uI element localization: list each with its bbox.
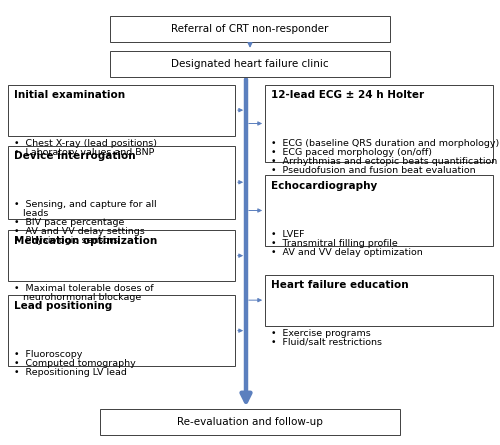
Text: Heart failure education: Heart failure education <box>271 280 408 290</box>
Text: Referral of CRT non-responder: Referral of CRT non-responder <box>172 24 328 34</box>
Text: •  Computed tomography: • Computed tomography <box>14 359 135 368</box>
Text: •  ECG paced morphology (on/off): • ECG paced morphology (on/off) <box>271 148 432 157</box>
Text: Device interrogation: Device interrogation <box>14 151 135 161</box>
Text: Medication optimization: Medication optimization <box>14 236 157 246</box>
Text: •  ECG (baseline QRS duration and morphology): • ECG (baseline QRS duration and morphol… <box>271 139 499 148</box>
Text: 12-lead ECG ± 24 h Holter: 12-lead ECG ± 24 h Holter <box>271 90 424 100</box>
FancyBboxPatch shape <box>265 85 492 162</box>
Text: •  Pseudofusion and fusion beat evaluation: • Pseudofusion and fusion beat evaluatio… <box>271 166 476 174</box>
FancyBboxPatch shape <box>265 275 492 326</box>
Text: Designated heart failure clinic: Designated heart failure clinic <box>171 59 329 69</box>
Text: •  Maximal tolerable doses of: • Maximal tolerable doses of <box>14 284 153 293</box>
Text: •  Transmitral filling profile: • Transmitral filling profile <box>271 239 398 247</box>
Text: •  Physiologic sensors: • Physiologic sensors <box>14 235 118 244</box>
Text: •  BIV pace percentage: • BIV pace percentage <box>14 218 124 227</box>
Text: •  Fluoroscopy: • Fluoroscopy <box>14 350 82 359</box>
Text: •  AV and VV delay settings: • AV and VV delay settings <box>14 227 144 235</box>
Text: •  Sensing, and capture for all: • Sensing, and capture for all <box>14 200 156 209</box>
Text: •  AV and VV delay optimization: • AV and VV delay optimization <box>271 247 423 256</box>
Text: •  Chest X-ray (lead positions): • Chest X-ray (lead positions) <box>14 139 156 148</box>
FancyBboxPatch shape <box>8 146 235 219</box>
Text: •  Fluid/salt restrictions: • Fluid/salt restrictions <box>271 338 382 347</box>
FancyBboxPatch shape <box>8 295 235 366</box>
FancyBboxPatch shape <box>8 230 235 281</box>
Text: neurohormonal blockage: neurohormonal blockage <box>14 293 141 302</box>
Text: •  Arrhythmias and ectopic beats quantification: • Arrhythmias and ectopic beats quantifi… <box>271 157 497 166</box>
Text: Echocardiography: Echocardiography <box>271 181 378 191</box>
Text: leads: leads <box>14 209 48 218</box>
Text: •  Exercise programs: • Exercise programs <box>271 329 371 338</box>
FancyBboxPatch shape <box>110 16 390 42</box>
FancyBboxPatch shape <box>8 85 235 136</box>
FancyBboxPatch shape <box>265 175 492 246</box>
Text: •  Laboratory values and BNP: • Laboratory values and BNP <box>14 148 154 157</box>
Text: Lead positioning: Lead positioning <box>14 301 112 311</box>
Text: Re-evaluation and follow-up: Re-evaluation and follow-up <box>177 417 323 427</box>
Text: Initial examination: Initial examination <box>14 90 124 100</box>
Text: •  LVEF: • LVEF <box>271 230 304 239</box>
FancyBboxPatch shape <box>100 409 400 435</box>
FancyBboxPatch shape <box>110 51 390 77</box>
Text: •  Repositioning LV lead: • Repositioning LV lead <box>14 368 126 376</box>
